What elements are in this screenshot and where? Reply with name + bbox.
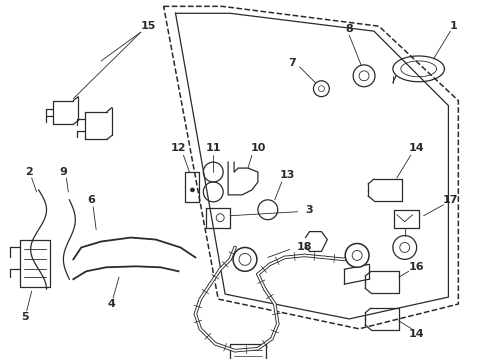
Text: 18: 18 — [296, 243, 312, 252]
Text: 11: 11 — [205, 143, 221, 153]
Text: 5: 5 — [21, 312, 28, 322]
Text: 13: 13 — [280, 170, 295, 180]
Text: 9: 9 — [60, 167, 67, 177]
Text: 15: 15 — [141, 21, 156, 31]
Text: 4: 4 — [107, 299, 115, 309]
Text: 14: 14 — [408, 329, 424, 339]
Text: 1: 1 — [448, 21, 456, 31]
Text: 2: 2 — [25, 167, 33, 177]
Text: 14: 14 — [408, 143, 424, 153]
Circle shape — [190, 188, 194, 192]
Text: 6: 6 — [87, 195, 95, 205]
Text: 10: 10 — [250, 143, 265, 153]
Text: 12: 12 — [170, 143, 186, 153]
Text: 7: 7 — [287, 58, 295, 68]
Circle shape — [345, 243, 368, 267]
Text: 16: 16 — [408, 262, 424, 272]
Text: 3: 3 — [305, 205, 313, 215]
Text: 17: 17 — [442, 195, 457, 205]
Circle shape — [233, 247, 256, 271]
Text: 8: 8 — [345, 24, 352, 34]
